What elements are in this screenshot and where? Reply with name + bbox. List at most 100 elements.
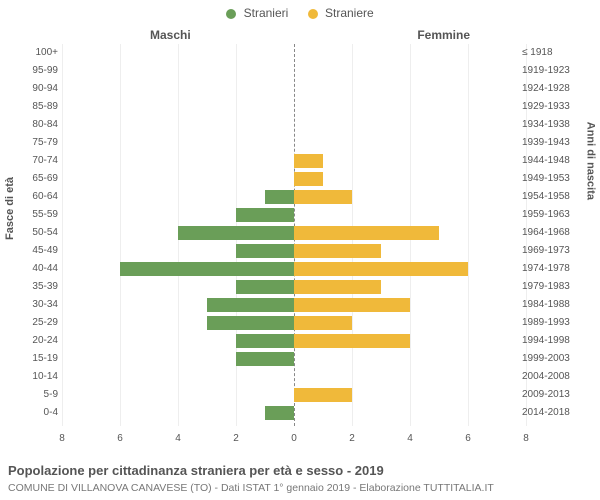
column-header-female: Femmine bbox=[417, 28, 470, 42]
bar-male bbox=[120, 262, 294, 276]
bar-female bbox=[294, 226, 439, 240]
age-label: 30-34 bbox=[18, 296, 58, 314]
circle-icon bbox=[226, 9, 236, 19]
axis-title-left: Fasce di età bbox=[4, 177, 16, 240]
plot-area: 864202468 bbox=[62, 44, 526, 444]
birth-year-label: 2004-2008 bbox=[522, 368, 582, 386]
legend-item-female: Straniere bbox=[308, 6, 374, 20]
age-label: 100+ bbox=[18, 44, 58, 62]
birth-year-label: 1989-1993 bbox=[522, 314, 582, 332]
birth-year-label: 1959-1963 bbox=[522, 206, 582, 224]
pyramid-row bbox=[62, 206, 526, 224]
legend-item-male: Stranieri bbox=[226, 6, 288, 20]
age-label: 40-44 bbox=[18, 260, 58, 278]
x-tick: 4 bbox=[407, 433, 413, 444]
birth-year-label: 1924-1928 bbox=[522, 80, 582, 98]
pyramid-row bbox=[62, 332, 526, 350]
age-label: 0-4 bbox=[18, 404, 58, 422]
birth-year-label: 1994-1998 bbox=[522, 332, 582, 350]
pyramid-row bbox=[62, 296, 526, 314]
pyramid-row bbox=[62, 242, 526, 260]
pyramid-row bbox=[62, 386, 526, 404]
legend-label-male: Stranieri bbox=[244, 6, 289, 20]
bar-female bbox=[294, 244, 381, 258]
bar-female bbox=[294, 334, 410, 348]
pyramid-row bbox=[62, 44, 526, 62]
age-label: 15-19 bbox=[18, 350, 58, 368]
pyramid-row bbox=[62, 152, 526, 170]
bar-female bbox=[294, 190, 352, 204]
age-label: 25-29 bbox=[18, 314, 58, 332]
legend: Stranieri Straniere bbox=[0, 6, 600, 20]
bar-female bbox=[294, 262, 468, 276]
bar-male bbox=[236, 208, 294, 222]
bar-female bbox=[294, 172, 323, 186]
age-label: 85-89 bbox=[18, 98, 58, 116]
pyramid-row bbox=[62, 224, 526, 242]
birth-year-label: ≤ 1918 bbox=[522, 44, 582, 62]
bar-male bbox=[236, 244, 294, 258]
birth-year-label: 1949-1953 bbox=[522, 170, 582, 188]
bar-male bbox=[207, 316, 294, 330]
age-label: 95-99 bbox=[18, 62, 58, 80]
age-label: 65-69 bbox=[18, 170, 58, 188]
bar-female bbox=[294, 154, 323, 168]
bar-male bbox=[236, 280, 294, 294]
pyramid-row bbox=[62, 116, 526, 134]
birth-year-label: 2014-2018 bbox=[522, 404, 582, 422]
birth-year-label: 2009-2013 bbox=[522, 386, 582, 404]
age-label: 75-79 bbox=[18, 134, 58, 152]
bar-female bbox=[294, 280, 381, 294]
bar-male bbox=[265, 406, 294, 420]
legend-label-female: Straniere bbox=[325, 6, 374, 20]
birth-year-label: 1964-1968 bbox=[522, 224, 582, 242]
axis-title-right: Anni di nascita bbox=[584, 122, 596, 200]
pyramid-row bbox=[62, 134, 526, 152]
bar-female bbox=[294, 316, 352, 330]
birth-year-label: 1999-2003 bbox=[522, 350, 582, 368]
birth-year-label: 1944-1948 bbox=[522, 152, 582, 170]
birth-year-label: 1929-1933 bbox=[522, 98, 582, 116]
pyramid-row bbox=[62, 62, 526, 80]
age-label: 50-54 bbox=[18, 224, 58, 242]
x-tick: 8 bbox=[59, 433, 65, 444]
x-tick: 4 bbox=[175, 433, 181, 444]
pyramid-row bbox=[62, 404, 526, 422]
pyramid-row bbox=[62, 98, 526, 116]
age-label: 70-74 bbox=[18, 152, 58, 170]
bar-male bbox=[265, 190, 294, 204]
x-tick: 8 bbox=[523, 433, 529, 444]
age-label: 20-24 bbox=[18, 332, 58, 350]
age-label: 10-14 bbox=[18, 368, 58, 386]
age-label: 45-49 bbox=[18, 242, 58, 260]
age-label: 5-9 bbox=[18, 386, 58, 404]
bar-male bbox=[207, 298, 294, 312]
x-tick: 2 bbox=[233, 433, 239, 444]
birth-year-label: 1979-1983 bbox=[522, 278, 582, 296]
bar-male bbox=[178, 226, 294, 240]
pyramid-row bbox=[62, 170, 526, 188]
pyramid-row bbox=[62, 350, 526, 368]
bar-male bbox=[236, 334, 294, 348]
birth-year-label: 1974-1978 bbox=[522, 260, 582, 278]
age-label: 90-94 bbox=[18, 80, 58, 98]
pyramid-row bbox=[62, 188, 526, 206]
birth-year-label: 1939-1943 bbox=[522, 134, 582, 152]
circle-icon bbox=[308, 9, 318, 19]
chart-title: Popolazione per cittadinanza straniera p… bbox=[8, 463, 384, 478]
pyramid-chart: Stranieri Straniere Maschi Femmine Fasce… bbox=[0, 0, 600, 500]
pyramid-row bbox=[62, 314, 526, 332]
x-tick: 6 bbox=[465, 433, 471, 444]
bar-male bbox=[236, 352, 294, 366]
birth-year-label: 1969-1973 bbox=[522, 242, 582, 260]
age-label: 55-59 bbox=[18, 206, 58, 224]
age-label: 35-39 bbox=[18, 278, 58, 296]
age-label: 60-64 bbox=[18, 188, 58, 206]
birth-year-label: 1919-1923 bbox=[522, 62, 582, 80]
column-header-male: Maschi bbox=[150, 28, 191, 42]
bar-female bbox=[294, 298, 410, 312]
pyramid-row bbox=[62, 368, 526, 386]
birth-year-label: 1984-1988 bbox=[522, 296, 582, 314]
birth-year-label: 1934-1938 bbox=[522, 116, 582, 134]
bar-female bbox=[294, 388, 352, 402]
